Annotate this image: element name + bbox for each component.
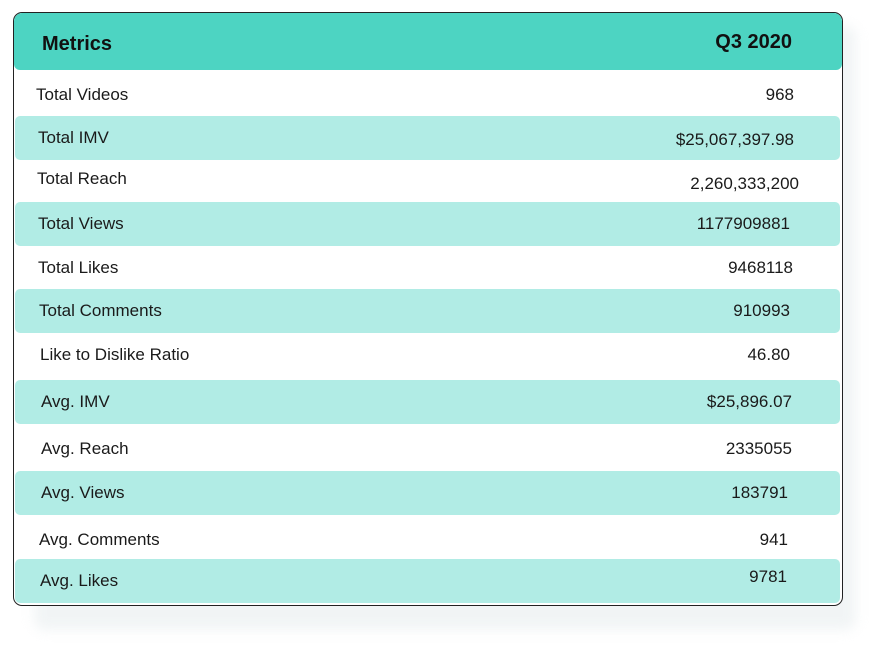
row-label: Total Reach [37,169,127,188]
row-label: Total Likes [38,258,119,277]
table-row: Total Comments 910993 [15,289,840,333]
row-value: 9781 [749,567,787,586]
table-row: Total Views 1177909881 [15,202,840,246]
row-label: Avg. Views [41,483,125,502]
header-metrics-label: Metrics [42,33,113,55]
row-label: Avg. Comments [39,530,160,549]
row-label: Avg. Likes [40,571,119,590]
row-value: 1177909881 [696,214,790,233]
table-row: Avg. Reach 2335055 [15,427,840,471]
table-row: Avg. IMV $25,896.07 [15,380,840,424]
table-row: Total Likes 9468118 [15,246,840,290]
row-label: Avg. IMV [41,392,110,411]
row-value: $25,896.07 [706,392,792,411]
table-row: Avg. Comments 941 [15,518,840,562]
row-label: Total Videos [36,85,129,104]
row-value: 9468118 [728,258,793,277]
table-row: Total IMV $25,067,397.98 [15,116,840,160]
row-value: 46.80 [747,345,790,364]
table-row: Avg. Likes 9781 [15,559,840,603]
row-value: 910993 [733,301,790,320]
table-row: Like to Dislike Ratio 46.80 [15,333,840,377]
metrics-table: Metrics Q3 2020 Total Videos 968 Total I… [13,12,843,606]
row-value: 2,260,333,200 [690,174,799,193]
row-label: Avg. Reach [41,439,129,458]
row-label: Total Views [38,214,124,233]
row-value: 183791 [731,483,788,502]
row-value: 2335055 [725,439,792,458]
row-value: $25,067,397.98 [675,130,794,149]
header-period-label: Q3 2020 [715,31,792,53]
table-row: Total Reach 2,260,333,200 [15,159,840,203]
table-row: Avg. Views 183791 [15,471,840,515]
row-value: 941 [759,530,788,549]
row-label: Total IMV [38,128,109,147]
table-row: Total Videos 968 [15,73,840,117]
row-label: Like to Dislike Ratio [40,345,190,364]
row-label: Total Comments [39,301,162,320]
row-value: 968 [765,85,794,104]
table-header: Metrics Q3 2020 [14,13,842,70]
